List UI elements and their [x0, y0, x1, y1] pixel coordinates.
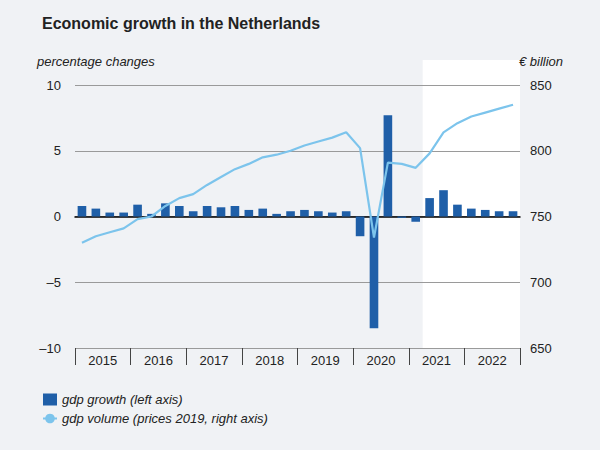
svg-text:gdp growth (left axis): gdp growth (left axis)	[62, 392, 183, 407]
svg-text:2021: 2021	[422, 353, 451, 368]
svg-text:–5: –5	[47, 275, 61, 290]
svg-text:2020: 2020	[366, 353, 395, 368]
svg-text:5: 5	[54, 143, 61, 158]
svg-text:Economic growth in the Netherl: Economic growth in the Netherlands	[42, 15, 320, 32]
svg-text:2015: 2015	[88, 353, 117, 368]
svg-text:–10: –10	[39, 341, 61, 356]
svg-text:700: 700	[530, 275, 552, 290]
svg-text:0: 0	[54, 209, 61, 224]
svg-text:850: 850	[530, 78, 552, 93]
svg-text:gdp volume (prices 2019, right: gdp volume (prices 2019, right axis)	[62, 411, 268, 426]
svg-text:2022: 2022	[478, 353, 507, 368]
svg-text:800: 800	[530, 143, 552, 158]
svg-text:percentage changes: percentage changes	[36, 54, 155, 69]
svg-text:2018: 2018	[255, 353, 284, 368]
svg-text:€ billion: € billion	[519, 54, 563, 69]
svg-text:750: 750	[530, 209, 552, 224]
svg-text:2019: 2019	[311, 353, 340, 368]
svg-text:10: 10	[47, 78, 61, 93]
svg-text:650: 650	[530, 341, 552, 356]
svg-text:2016: 2016	[144, 353, 173, 368]
svg-text:2017: 2017	[200, 353, 229, 368]
